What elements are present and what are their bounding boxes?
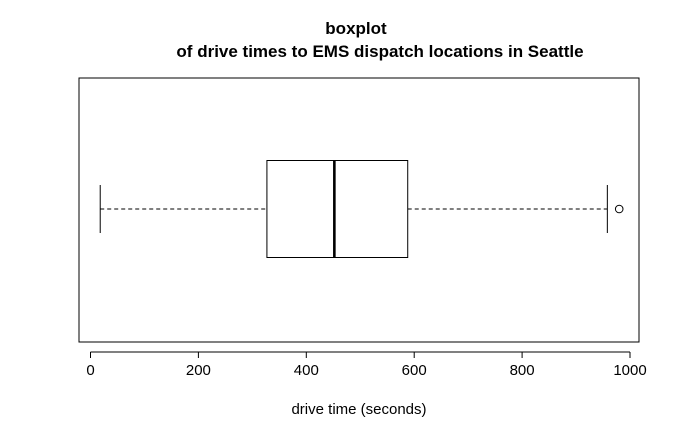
x-axis-label: drive time (seconds) [291,401,426,418]
x-tick-label: 400 [294,362,319,379]
x-tick-label: 1000 [613,362,646,379]
chart-title-line-2: of drive times to EMS dispatch locations… [176,42,583,61]
outlier-point [614,204,624,214]
iqr-box [266,160,409,258]
x-tick-label: 600 [402,362,427,379]
chart-title-line-1: boxplot [325,19,387,38]
box-marks [99,160,624,258]
x-tick-label: 0 [86,362,94,379]
plot-frame [78,77,640,343]
x-axis: 0 200 400 600 800 1000 [86,351,647,379]
x-tick-label: 200 [186,362,211,379]
x-tick-label: 800 [510,362,535,379]
